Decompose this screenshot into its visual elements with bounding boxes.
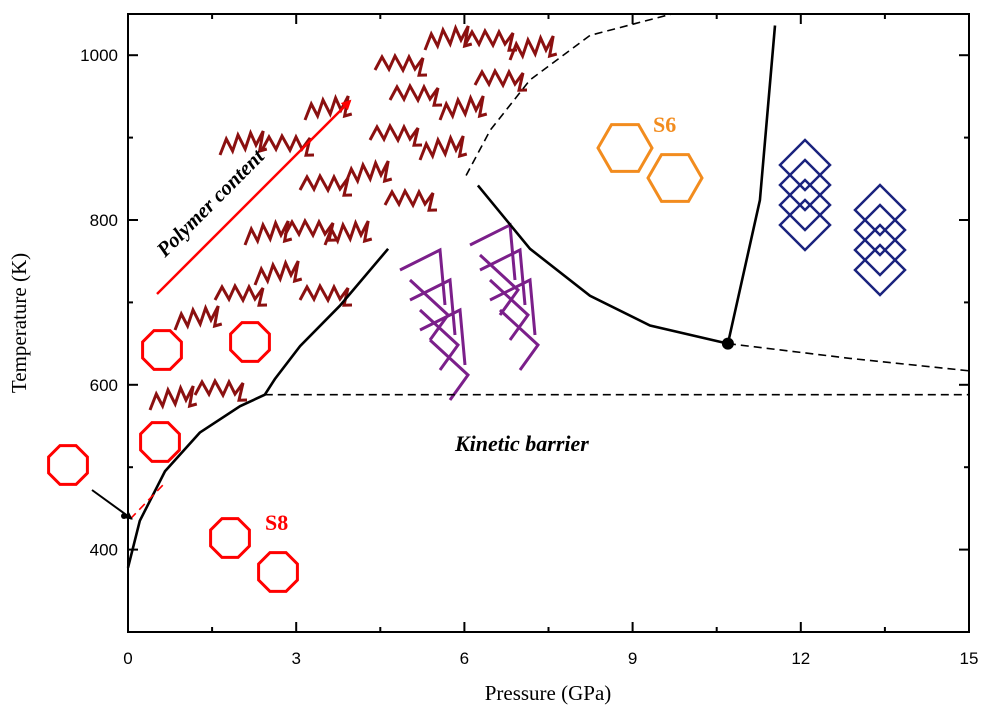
helix-chain — [409, 277, 457, 336]
helix-chain — [478, 253, 520, 316]
annotation: S8 — [265, 510, 288, 535]
pointer-dot — [121, 513, 127, 519]
polymer-chain — [423, 23, 473, 51]
chain-helix — [853, 243, 907, 297]
y-tick-label: 400 — [90, 541, 118, 560]
y-tick-label: 600 — [90, 376, 118, 395]
polymer-chain — [303, 93, 353, 121]
polymer-chain — [173, 303, 223, 331]
y-tick-label: 1000 — [80, 46, 118, 65]
chain-helix — [853, 223, 907, 277]
polymer-chain — [373, 52, 428, 77]
helix-chain — [428, 338, 470, 401]
polymer-chain — [473, 67, 528, 92]
polymer-chain — [418, 133, 468, 161]
helix-chain — [498, 308, 540, 371]
s6-ring — [646, 153, 704, 203]
s8-ring — [209, 517, 251, 559]
axes: 0 3 6 9 12 15 400 600 800 1000 — [80, 14, 978, 668]
helix-chain — [469, 222, 517, 281]
phase-line — [476, 184, 729, 345]
chain-helix — [778, 178, 832, 232]
helix-chain — [419, 307, 467, 366]
chain-helix — [853, 183, 907, 237]
x-tick-label: 9 — [628, 649, 637, 668]
phase-boundaries — [126, 13, 970, 569]
triple-point — [721, 337, 734, 350]
polymer-chain — [260, 132, 315, 157]
annotation: Polymer content — [151, 144, 270, 263]
polymer-chain — [438, 93, 488, 121]
polymer-chain — [298, 172, 353, 197]
polymer-chain — [463, 27, 518, 52]
polymer-chain — [218, 128, 268, 156]
phase-line — [726, 25, 777, 344]
s6-ring — [596, 123, 654, 173]
polymer-chain — [323, 218, 373, 246]
polymer-arrow — [156, 99, 352, 295]
helix-chain — [399, 247, 447, 306]
x-tick-label: 0 — [123, 649, 132, 668]
s8-ring — [139, 421, 181, 463]
annotation: Kinetic barrier — [454, 431, 589, 456]
polymer-chain — [383, 187, 438, 212]
s8-ring — [229, 321, 271, 363]
polymer-chain — [148, 383, 198, 411]
x-tick-label: 15 — [960, 649, 979, 668]
chain-helix — [778, 158, 832, 212]
polymer-chain — [193, 377, 248, 402]
phase-line — [129, 482, 166, 520]
annotation: S6 — [653, 112, 676, 137]
chain-helix — [778, 198, 832, 252]
phase-line — [727, 342, 970, 372]
polymer-chain — [508, 33, 558, 61]
x-tick-label: 6 — [460, 649, 469, 668]
polymer-chain — [368, 122, 423, 147]
x-tick-label: 3 — [291, 649, 300, 668]
polymer-chain — [388, 82, 443, 107]
x-tick-label: 12 — [791, 649, 810, 668]
s8-ring — [257, 551, 299, 593]
polymer-chain — [343, 158, 393, 186]
chain-helix — [853, 203, 907, 257]
s8-ring — [47, 444, 89, 486]
helix-chain — [479, 247, 527, 306]
polymer-chain — [253, 258, 303, 286]
helix-chain — [488, 278, 530, 341]
helix-chain — [489, 277, 537, 336]
molecule-icons — [47, 23, 907, 593]
chain-helix — [778, 138, 832, 192]
s8-ring — [141, 329, 183, 371]
helix-chain — [418, 308, 460, 371]
x-axis-label: Pressure (GPa) — [485, 681, 612, 705]
polymer-chain — [213, 282, 268, 307]
y-tick-label: 800 — [90, 211, 118, 230]
y-axis-label: Temperature (K) — [7, 253, 31, 393]
